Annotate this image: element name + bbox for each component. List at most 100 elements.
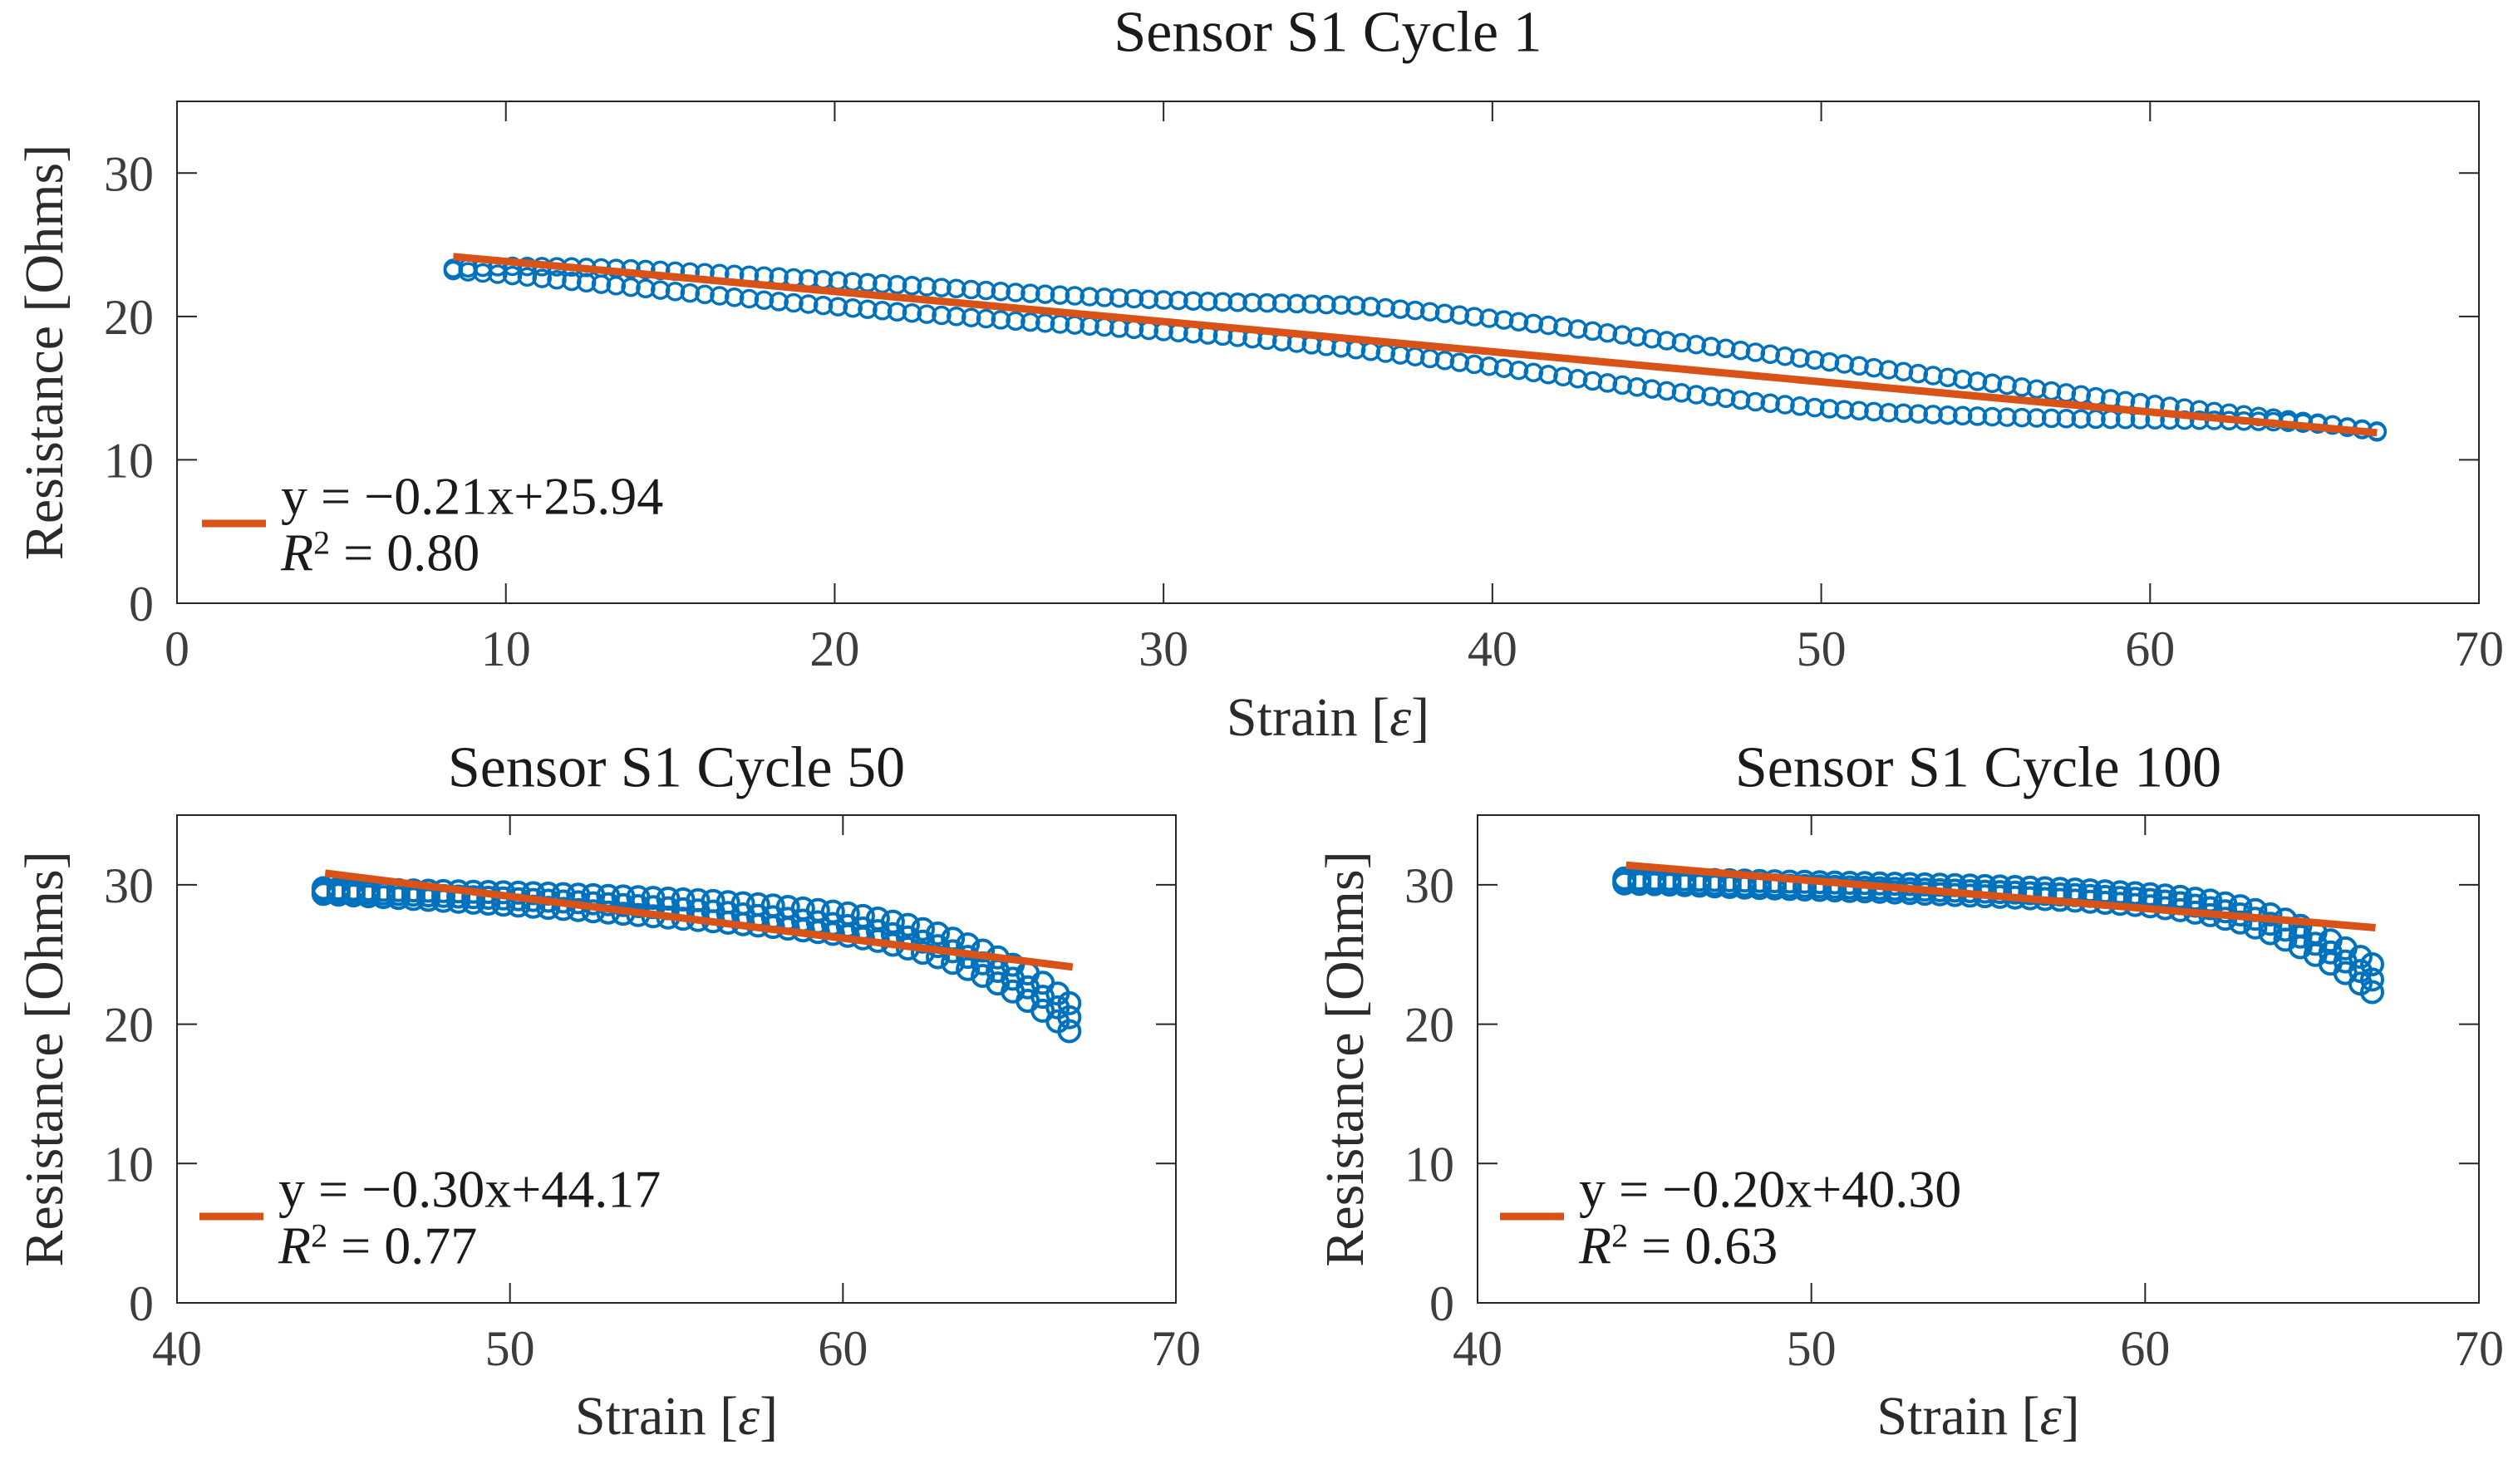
scatter-marker xyxy=(1864,357,1884,378)
scatter-marker xyxy=(932,278,952,297)
x-tick-label: 40 xyxy=(1468,622,1517,676)
x-axis-label: Strain [ε] xyxy=(1227,687,1429,748)
scatter-marker xyxy=(1553,366,1573,387)
y-tick-label: 20 xyxy=(104,998,154,1053)
scatter-marker xyxy=(547,270,567,290)
x-tick-label: 10 xyxy=(481,622,531,676)
scatter-marker xyxy=(858,299,878,319)
scatter-marker xyxy=(1804,397,1825,418)
x-tick-label: 20 xyxy=(809,622,859,676)
scatter-marker xyxy=(1449,305,1470,325)
x-tick-label: 50 xyxy=(1787,1321,1837,1376)
scatter-marker xyxy=(1671,383,1692,403)
scatter-marker xyxy=(2012,407,2032,428)
scatter-marker xyxy=(1405,300,1425,321)
scatter-marker xyxy=(1242,292,1262,312)
scatter-marker xyxy=(1893,361,1914,382)
scatter-marker xyxy=(1360,297,1381,317)
plot-title: Sensor S1 Cycle 100 xyxy=(1735,736,2221,800)
x-tick-label: 60 xyxy=(2120,1321,2170,1376)
scatter-marker xyxy=(680,283,701,303)
scatter-marker xyxy=(1849,356,1869,376)
scatter-marker xyxy=(1316,294,1336,315)
scatter-marker xyxy=(1612,375,1632,396)
y-tick-label: 30 xyxy=(104,858,154,913)
scatter-marker xyxy=(1139,289,1159,309)
scatter-marker xyxy=(517,267,538,287)
scatter-marker xyxy=(2360,952,2384,976)
y-tick-label: 10 xyxy=(104,1137,154,1192)
scatter-marker xyxy=(2360,967,2384,992)
axes-box xyxy=(176,101,2480,604)
scatter-marker xyxy=(1878,360,1899,380)
scatter-marker xyxy=(1508,360,1529,381)
scatter-marker xyxy=(1523,362,1544,383)
scatter-marker xyxy=(2258,912,2283,936)
scatter-marker xyxy=(1057,1019,1082,1044)
scatter-marker xyxy=(1035,284,1055,304)
scatter-marker xyxy=(562,271,582,292)
scatter-marker xyxy=(1057,1005,1082,1029)
scatter-marker xyxy=(341,883,366,908)
y-tick-label: 10 xyxy=(104,433,154,488)
y-tick-label: 0 xyxy=(129,577,154,631)
subplot-cycle1: Sensor S1 Cycle 1 0 10 20 30 40 50 60 70 0 10 20 30 S… xyxy=(14,1,2504,749)
x-tick-label: 40 xyxy=(152,1321,202,1376)
scatter-marker xyxy=(1687,873,1712,898)
scatter-marker xyxy=(621,277,641,297)
scatter-marker xyxy=(991,310,1011,330)
scatter-marker xyxy=(1878,402,1899,423)
series-cycle-b-branch xyxy=(1612,869,2384,992)
scatter-marker xyxy=(502,265,523,286)
scatter-marker xyxy=(1094,287,1114,307)
scatter-marker xyxy=(1834,400,1855,420)
scatter-marker xyxy=(1212,292,1233,312)
scatter-marker xyxy=(1686,334,1706,355)
scatter-marker xyxy=(1790,396,1810,416)
scatter-marker xyxy=(2056,409,2077,429)
scatter-marker xyxy=(1597,373,1618,393)
scatter-marker xyxy=(1834,354,1855,374)
scatter-marker xyxy=(1819,399,1840,419)
scatter-marker xyxy=(1567,319,1588,339)
scatter-marker xyxy=(1301,294,1321,314)
scatter-marker xyxy=(1079,287,1099,307)
scatter-marker xyxy=(887,302,907,322)
scatter-marker xyxy=(1923,405,1943,425)
scatter-marker xyxy=(2360,980,2384,1005)
scatter-marker xyxy=(1686,385,1706,405)
scatter-marker xyxy=(1864,401,1884,422)
scatter-marker xyxy=(1020,312,1040,332)
x-tick-label: 70 xyxy=(2454,1321,2504,1376)
scatter-marker xyxy=(1775,346,1795,366)
scatter-marker xyxy=(665,282,686,302)
y-axis-label: Resistance [Ohms] xyxy=(14,851,75,1266)
scatter-marker xyxy=(917,277,937,297)
scatter-marker xyxy=(1375,297,1396,318)
scatter-marker xyxy=(1479,308,1499,328)
scatter-marker xyxy=(843,297,863,318)
scatter-marker xyxy=(386,886,411,911)
legend-r-squared: R2 = 0.63 xyxy=(1578,1216,1778,1275)
scatter-marker xyxy=(739,288,760,309)
x-tick-label: 50 xyxy=(1797,622,1847,676)
y-tick-label: 30 xyxy=(104,146,154,201)
scatter-marker xyxy=(1198,292,1218,312)
plot-title: Sensor S1 Cycle 1 xyxy=(1114,1,1542,65)
scatter-marker xyxy=(636,278,656,299)
scatter-marker xyxy=(1852,879,1877,904)
scatter-marker xyxy=(1345,295,1366,316)
scatter-marker xyxy=(1671,332,1692,353)
scatter-marker xyxy=(473,263,493,283)
scatter-marker xyxy=(1124,288,1144,309)
y-axis-label: Resistance [Ohms] xyxy=(1315,851,1375,1266)
scatter-marker xyxy=(458,262,478,282)
scatter-marker xyxy=(1967,406,1988,426)
scatter-marker xyxy=(828,297,848,317)
scatter-marker xyxy=(1775,395,1795,415)
scatter-marker xyxy=(1286,293,1307,314)
scatter-marker xyxy=(902,302,922,323)
scatter-marker xyxy=(1982,373,2003,394)
scatter-marker xyxy=(1271,293,1292,313)
